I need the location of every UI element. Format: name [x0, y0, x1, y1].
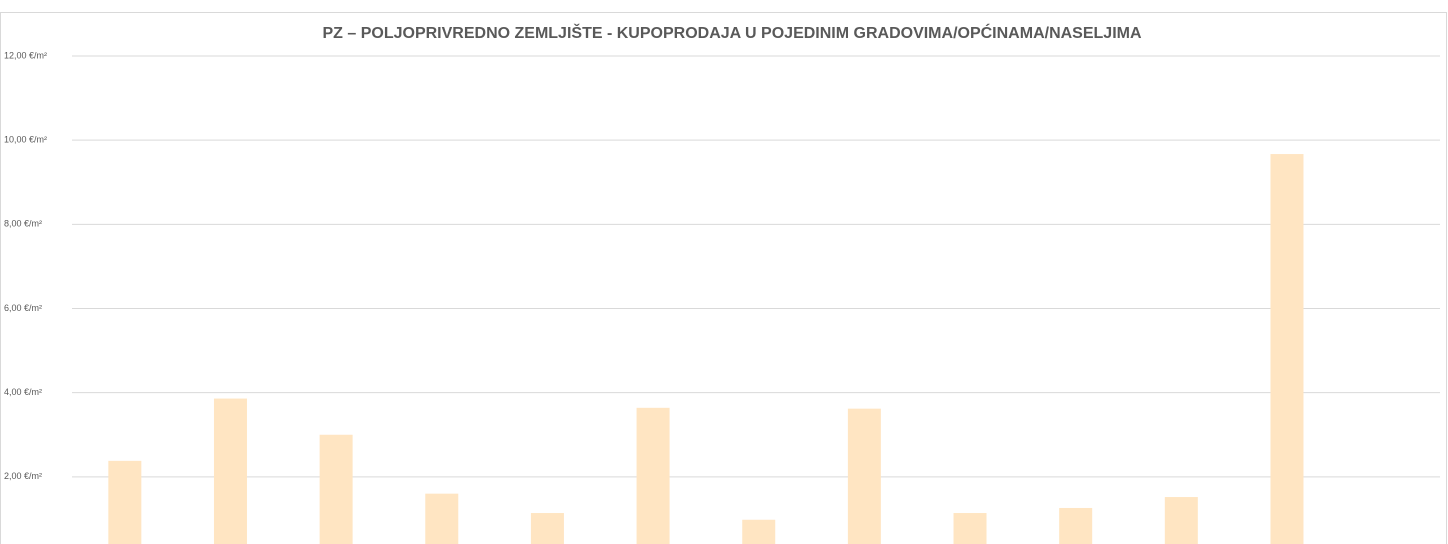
bar	[108, 460, 142, 544]
y-tick-label: 12,00 €/m²	[4, 50, 47, 60]
bar	[425, 493, 459, 544]
bar	[1059, 507, 1093, 544]
bar	[213, 398, 247, 544]
bar	[742, 519, 776, 544]
y-tick-label: 8,00 €/m²	[4, 219, 42, 229]
bar	[1270, 154, 1304, 544]
y-tick-label: 6,00 €/m²	[4, 303, 42, 313]
bar	[636, 407, 670, 544]
bar	[847, 408, 881, 544]
chart-title: PZ – POLJOPRIVREDNO ZEMLJIŠTE - KUPOPROD…	[322, 23, 1141, 42]
bar	[1164, 497, 1198, 544]
y-tick-label: 2,00 €/m²	[4, 471, 42, 481]
bar	[953, 513, 987, 544]
bar	[319, 434, 353, 544]
y-tick-label: 10,00 €/m²	[4, 135, 47, 145]
y-tick-label: 4,00 €/m²	[4, 387, 42, 397]
bar	[530, 513, 564, 544]
